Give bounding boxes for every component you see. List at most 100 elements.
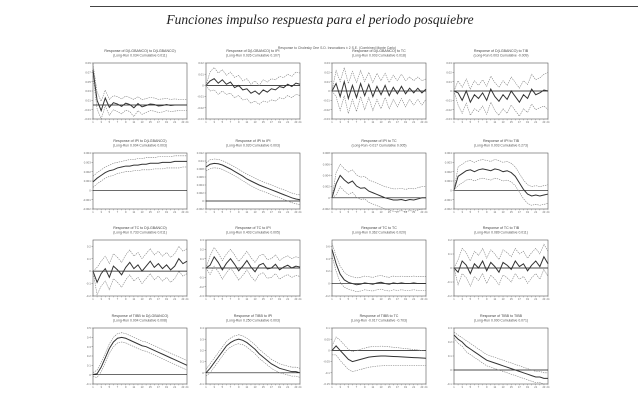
panel-subtitle: (Long-Run 0.020 Cumulative 0.003): [226, 144, 280, 148]
x-tick-label: 19: [165, 120, 168, 124]
x-tick-label: 9: [486, 120, 488, 124]
y-tick-label: 0.2: [326, 269, 330, 273]
x-tick-label: 23: [542, 297, 545, 301]
x-tick-label: 11: [133, 385, 136, 389]
response-line: [205, 78, 301, 96]
irf-panel: Response of TC to TC(Long-Run 0.362 Cumu…: [325, 226, 428, 301]
upper-band-line: [331, 336, 427, 352]
y-tick-label: 0: [450, 368, 452, 372]
x-tick-label: 5: [109, 297, 111, 301]
x-tick-label: 23: [294, 297, 297, 301]
panel-frame: [331, 239, 427, 297]
response-line: [453, 168, 549, 197]
panel-title: Response of IPI to D(LGBANCO): [113, 139, 166, 143]
x-tick-label: 1: [331, 120, 333, 124]
y-tick-label: -0.1: [199, 275, 204, 279]
panel-subtitle: (Long-Run 0.004 Cumulative 0.003): [113, 144, 167, 148]
y-tick-label: -0.01: [323, 98, 330, 102]
response-line: [453, 255, 549, 275]
response-line: [205, 338, 301, 374]
lower-band-line: [205, 343, 301, 378]
x-tick-label: 24: [299, 120, 302, 124]
x-tick-label: 21: [534, 297, 537, 301]
x-tick-label: 21: [286, 297, 289, 301]
panel-subtitle: (Long-Run 0.026 Cumulative 0.107): [226, 54, 280, 58]
y-tick-label: -0.03: [84, 117, 91, 121]
x-tick-label: 5: [222, 297, 224, 301]
x-tick-label: 9: [486, 385, 488, 389]
y-tick-label: 0: [202, 84, 204, 88]
x-tick-label: 9: [364, 120, 366, 124]
x-tick-label: 17: [518, 385, 521, 389]
y-tick-label: 0.6: [326, 244, 330, 248]
x-tick-label: 1: [205, 210, 207, 214]
panel-subtitle: (Long-Run 0.362 Cumulative 0.020): [352, 231, 406, 235]
y-tick-label: -0.01: [84, 108, 91, 112]
x-tick-label: 23: [294, 120, 297, 124]
x-tick-label: 9: [238, 120, 240, 124]
x-tick-label: 11: [246, 120, 249, 124]
y-tick-label: 0: [328, 349, 330, 353]
x-tick-label: 15: [388, 210, 391, 214]
panel-subtitle: (Long-Run 0.003 Cumulative -0.009): [473, 54, 528, 58]
panel-frame: [92, 327, 188, 385]
x-tick-label: 13: [254, 210, 257, 214]
x-tick-label: 19: [404, 297, 407, 301]
y-tick-label: 0: [89, 188, 91, 192]
upper-band-line: [331, 243, 426, 279]
upper-band-line: [205, 158, 301, 196]
x-tick-label: 1: [453, 210, 455, 214]
x-tick-label: 21: [412, 385, 415, 389]
panel-title: Response of IPI to TIB: [483, 139, 520, 143]
x-tick-label: 19: [278, 385, 281, 389]
x-tick-label: 24: [425, 385, 428, 389]
y-tick-label: -0.01: [445, 98, 452, 102]
x-tick-label: 5: [348, 120, 350, 124]
x-tick-label: 13: [254, 385, 257, 389]
x-tick-label: 11: [494, 120, 497, 124]
x-tick-label: 17: [518, 210, 521, 214]
x-tick-label: 15: [510, 210, 513, 214]
x-tick-label: 13: [141, 297, 144, 301]
x-tick-label: 19: [278, 120, 281, 124]
y-tick-label: 0.1: [200, 257, 204, 261]
y-tick-label: -0.3: [199, 294, 204, 298]
y-tick-label: -0.1: [325, 371, 330, 375]
x-tick-label: 3: [100, 210, 102, 214]
panel-frame: [92, 239, 188, 297]
y-tick-label: 0.012: [197, 151, 204, 155]
x-tick-label: 7: [478, 385, 480, 389]
y-tick-label: 0.1: [200, 360, 204, 364]
panel-frame: [205, 62, 301, 120]
y-tick-label: 0.1: [87, 257, 91, 261]
x-tick-label: 7: [117, 385, 119, 389]
panel-subtitle: (Long-Run 0.003 Cumulative 0.273): [474, 144, 528, 148]
panel-title: Response of TC to TIB: [483, 226, 520, 230]
panel-title: Response of IPI to TC: [361, 139, 397, 143]
x-tick-label: 7: [117, 120, 119, 124]
x-tick-label: 17: [396, 297, 399, 301]
x-tick-label: 13: [502, 297, 505, 301]
x-tick-label: 21: [412, 210, 415, 214]
x-tick-label: 7: [478, 210, 480, 214]
x-tick-label: 15: [262, 210, 265, 214]
x-tick-label: 13: [502, 120, 505, 124]
panel-frame: [331, 327, 427, 385]
x-tick-label: 19: [278, 210, 281, 214]
x-tick-label: 17: [396, 210, 399, 214]
lower-band-line: [331, 186, 426, 213]
x-tick-label: 1: [331, 210, 333, 214]
y-tick-label: -0.002: [196, 207, 204, 211]
x-tick-label: 15: [510, 297, 513, 301]
y-tick-label: 0.1: [326, 326, 330, 330]
x-tick-label: 13: [254, 120, 257, 124]
irf-panel: Response of TC to TIB(Long-Run 0.089 Cum…: [447, 226, 550, 301]
x-tick-label: 5: [109, 120, 111, 124]
y-tick-label: -0.1: [86, 382, 91, 386]
y-tick-label: 0: [450, 188, 452, 192]
x-tick-label: 5: [109, 385, 111, 389]
x-tick-label: 1: [92, 297, 94, 301]
x-tick-label: 5: [348, 210, 350, 214]
lower-band-line: [205, 265, 301, 282]
x-tick-label: 24: [547, 210, 550, 214]
